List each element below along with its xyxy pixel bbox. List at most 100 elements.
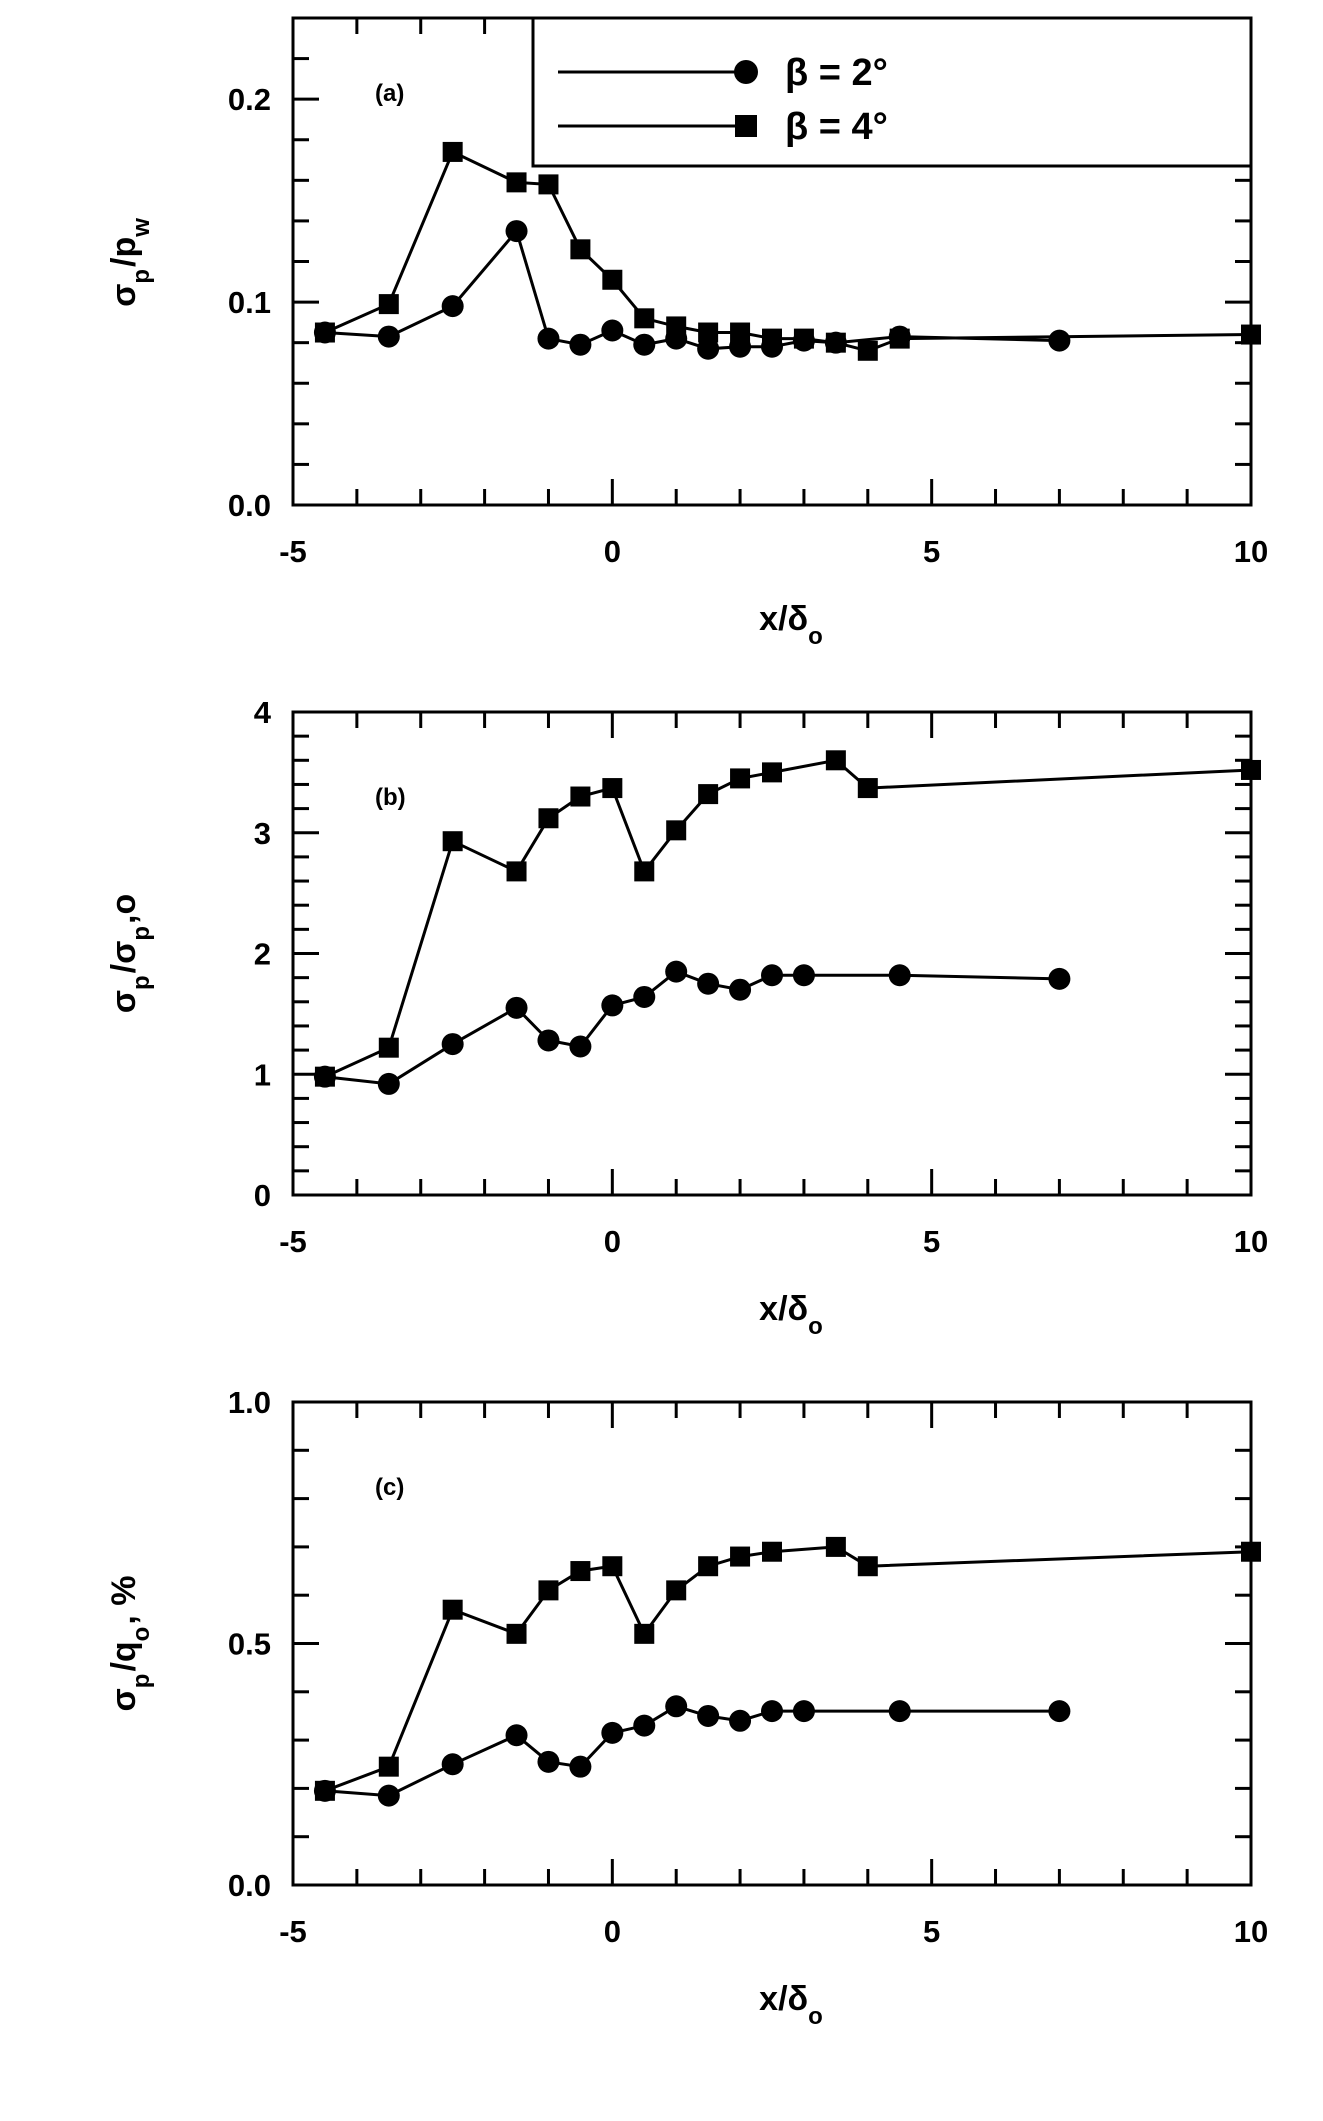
data-point-circle	[697, 337, 720, 360]
series-beta-4	[314, 141, 1261, 361]
data-point-square	[314, 322, 335, 343]
data-point-square	[538, 1580, 559, 1601]
y-tick-label: 1.0	[228, 1385, 271, 1420]
series-beta-2	[313, 1695, 1071, 1807]
data-point-circle	[633, 985, 656, 1008]
x-axis-title: x/δo	[759, 1980, 825, 2030]
y-tick-label: 0.5	[228, 1627, 271, 1662]
y-tick-label: 4	[254, 695, 272, 730]
panel-label: (a)	[375, 80, 404, 107]
plot-frame	[291, 710, 1253, 1197]
data-point-square	[634, 308, 655, 329]
data-point-square	[506, 861, 527, 882]
data-point-square	[857, 778, 878, 799]
x-tick-label: 0	[604, 1224, 621, 1259]
data-point-circle	[441, 295, 464, 318]
y-tick-label: 2	[254, 937, 271, 972]
data-point-circle	[1048, 329, 1071, 352]
x-tick-label: 10	[1234, 1914, 1268, 1949]
data-point-square	[506, 1623, 527, 1644]
data-point-square	[538, 808, 559, 829]
data-point-square	[889, 328, 910, 349]
data-point-square	[857, 340, 878, 361]
data-point-square	[1241, 1541, 1261, 1562]
data-point-square	[602, 1556, 623, 1577]
data-point-circle	[601, 994, 624, 1017]
y-tick-label: 0	[254, 1178, 271, 1213]
x-tick-label: 10	[1234, 534, 1268, 569]
data-point-circle	[569, 333, 592, 356]
data-point-square	[378, 1037, 399, 1058]
data-point-circle	[377, 1784, 400, 1807]
series-line	[324, 228, 1060, 351]
data-point-circle	[888, 964, 911, 987]
data-point-square	[793, 328, 814, 349]
series-beta-4	[314, 750, 1261, 1087]
x-axis-title: x/δo	[759, 1290, 825, 1340]
data-point-circle	[633, 1714, 656, 1737]
legend: β = 2° β = 4°	[531, 16, 1253, 168]
legend-item-beta-4: β = 4°	[558, 106, 888, 148]
legend-item-beta-2: β = 2°	[558, 52, 888, 94]
series-beta-4	[314, 1536, 1261, 1801]
data-point-square	[442, 831, 463, 852]
y-axis-title: σp /qo , %	[105, 1576, 155, 1712]
series-line	[324, 758, 1252, 1079]
data-point-circle	[729, 978, 752, 1001]
data-point-square	[602, 778, 623, 799]
data-point-circle	[505, 1724, 528, 1747]
data-point-square	[825, 1536, 846, 1557]
data-point-circle	[633, 333, 656, 356]
data-point-circle	[792, 1700, 815, 1723]
data-point-square	[570, 1561, 591, 1582]
legend-box	[531, 16, 1253, 168]
data-point-circle	[601, 319, 624, 342]
data-point-circle	[1048, 967, 1071, 990]
x-tick-label: 10	[1234, 1224, 1268, 1259]
data-point-square	[762, 1541, 782, 1562]
x-axis-title: x/δo	[759, 600, 825, 650]
data-point-circle	[697, 1704, 720, 1727]
data-point-square	[762, 328, 782, 349]
data-point-square	[378, 294, 399, 315]
y-tick-label: 1	[254, 1057, 271, 1092]
data-point-square	[506, 172, 527, 193]
data-point-square	[1241, 324, 1261, 345]
legend-marker-circle	[734, 60, 758, 84]
data-point-square	[698, 1556, 719, 1577]
data-point-square	[634, 1623, 655, 1644]
y-tick-label: 3	[254, 816, 271, 851]
series-line	[324, 969, 1060, 1086]
data-point-circle	[888, 1700, 911, 1723]
data-point-square	[762, 762, 782, 783]
y-tick-label: 0.2	[228, 82, 271, 117]
data-point-circle	[569, 1035, 592, 1058]
data-point-circle	[665, 1695, 688, 1718]
data-point-circle	[792, 964, 815, 987]
data-point-square	[666, 316, 687, 337]
x-tick-label: 5	[923, 1224, 940, 1259]
data-point-square	[730, 768, 751, 789]
panel-label: (c)	[375, 1474, 404, 1501]
y-tick-label: 0.0	[228, 1868, 271, 1903]
data-point-circle	[505, 220, 528, 243]
data-point-circle	[441, 1033, 464, 1056]
data-point-square	[825, 332, 846, 353]
panel-label: (b)	[375, 784, 406, 811]
data-point-circle	[441, 1753, 464, 1776]
data-point-square	[666, 1580, 687, 1601]
data-point-circle	[665, 960, 688, 983]
data-point-square	[314, 1780, 335, 1801]
series-line	[324, 1704, 1060, 1798]
data-point-circle	[601, 1721, 624, 1744]
x-tick-label: -5	[279, 1914, 307, 1949]
x-tick-label: 0	[604, 534, 621, 569]
data-point-square	[698, 322, 719, 343]
data-point-square	[730, 322, 751, 343]
x-tick-label: 5	[923, 534, 940, 569]
data-point-circle	[537, 1750, 560, 1773]
data-point-circle	[761, 1700, 783, 1723]
data-point-square	[570, 786, 591, 807]
